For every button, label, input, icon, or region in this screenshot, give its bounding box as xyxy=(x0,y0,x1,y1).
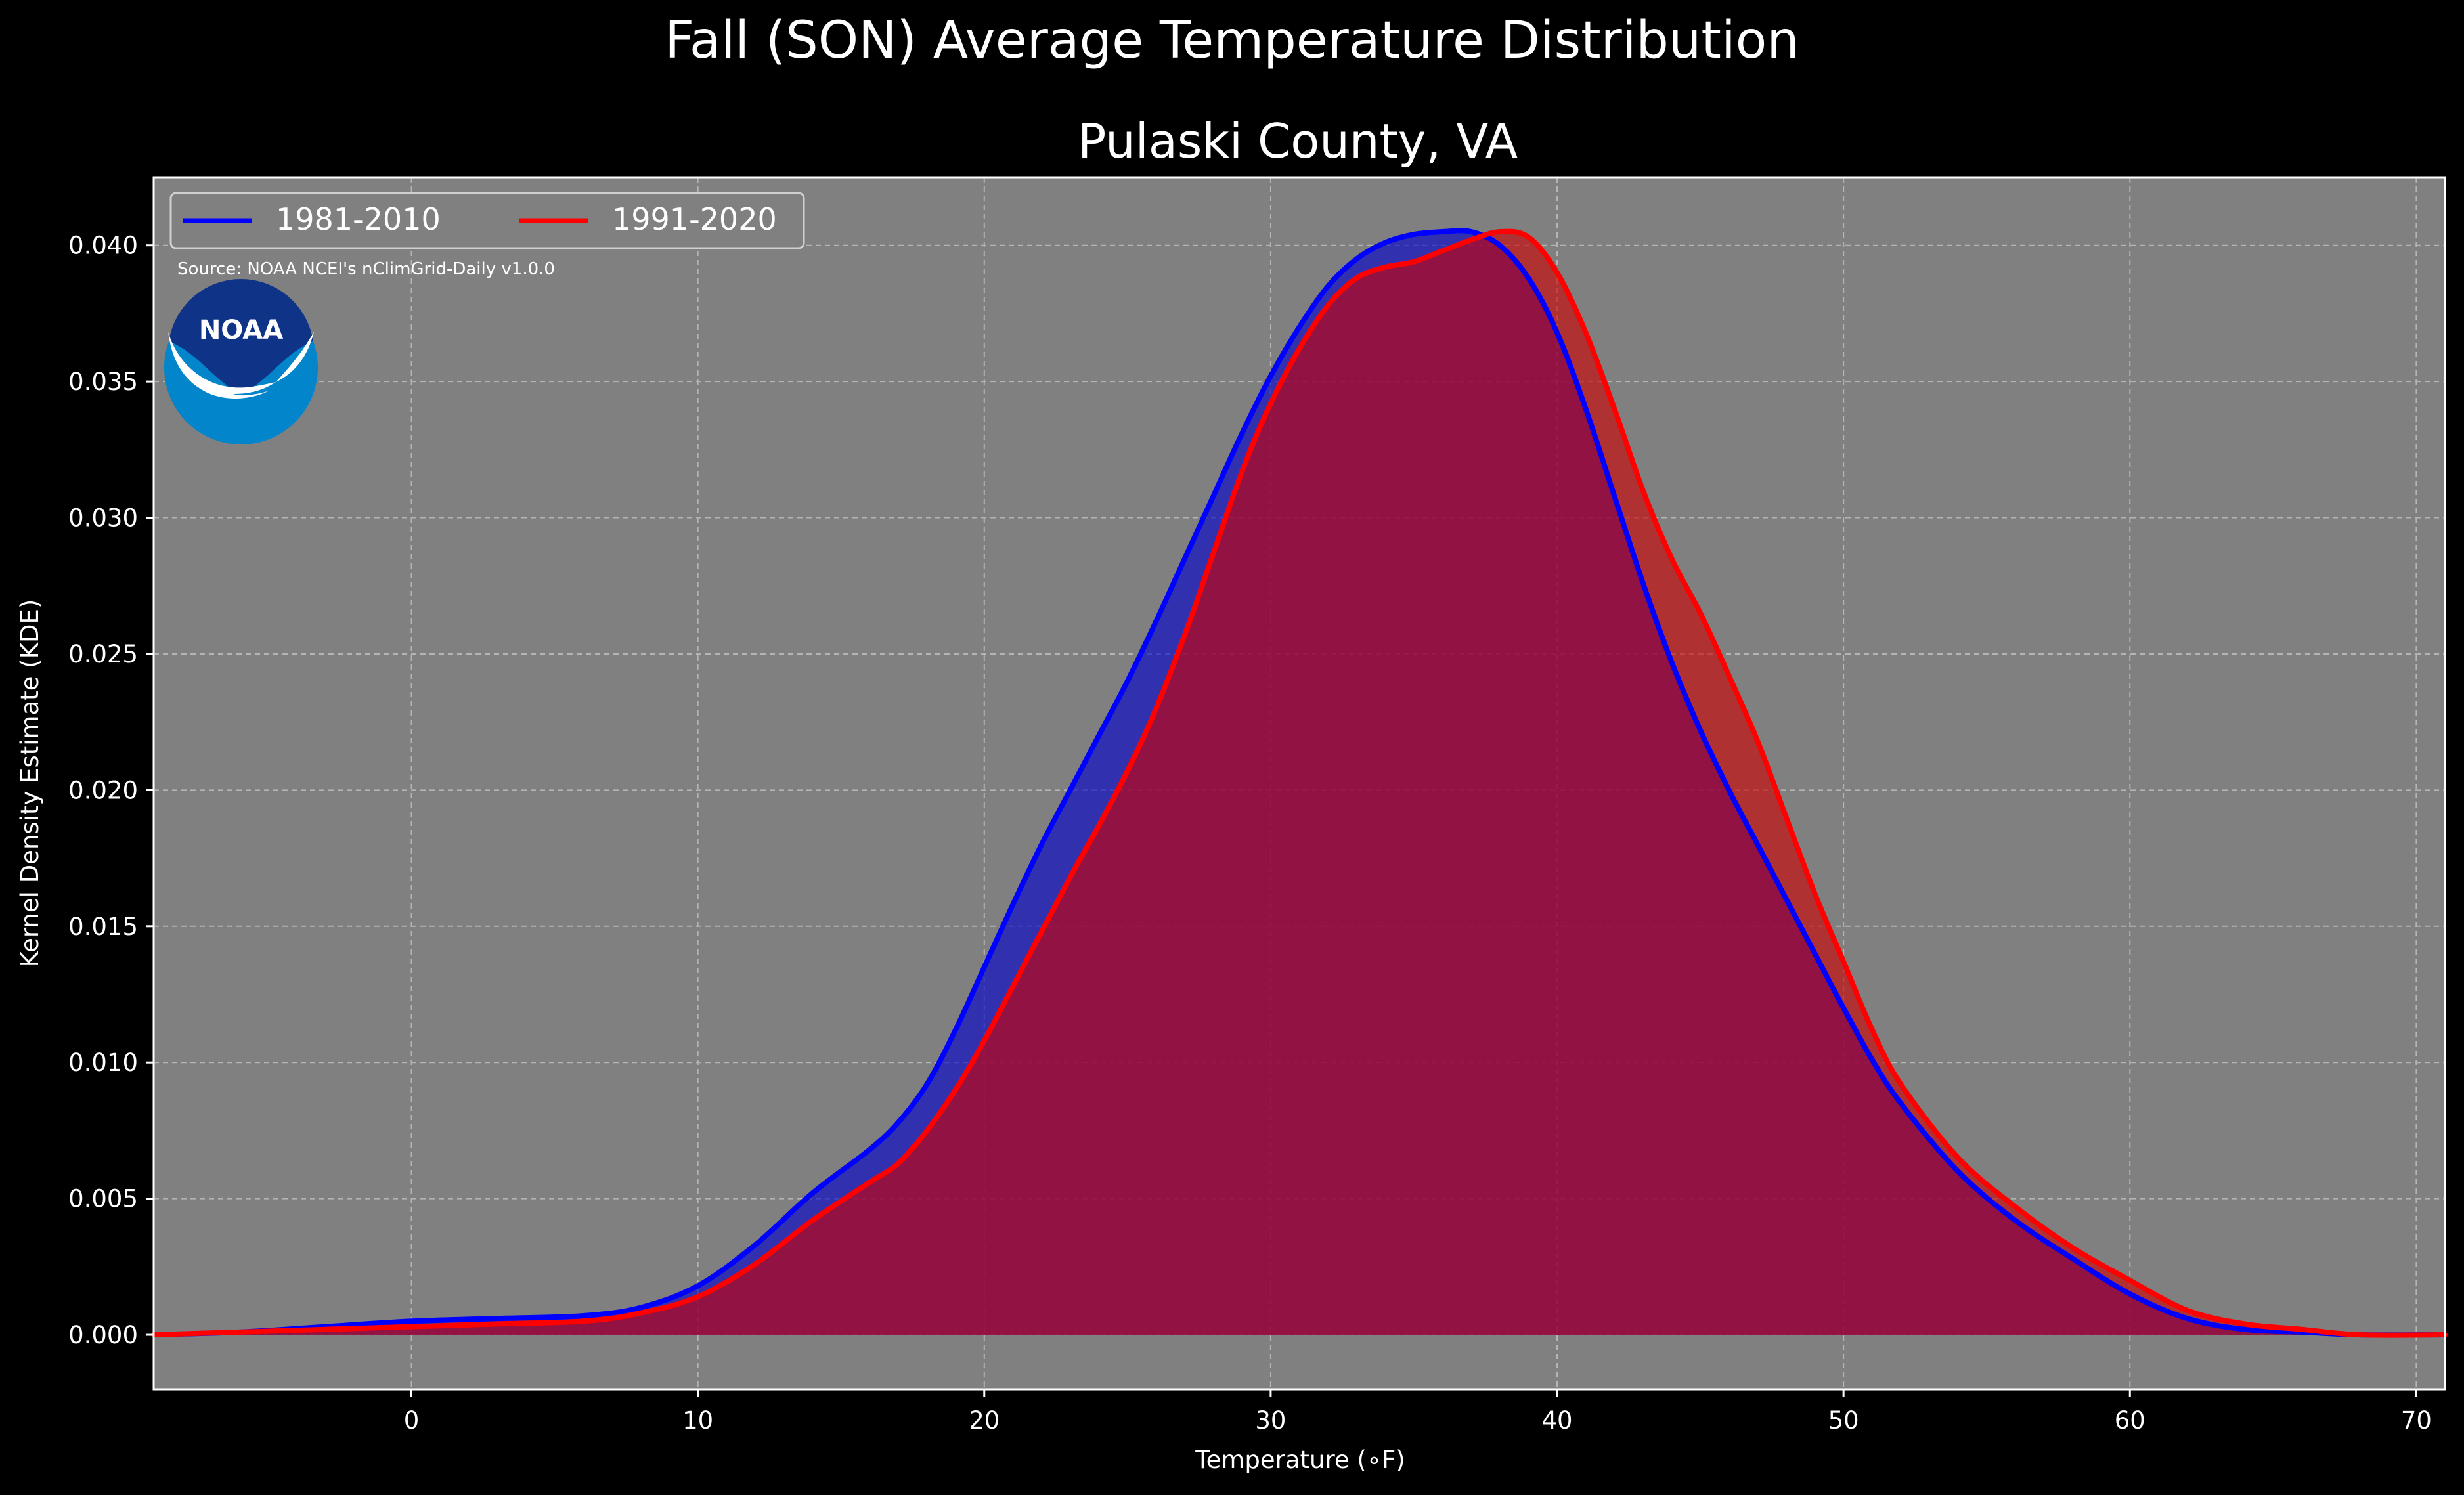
y-axis-ticks: 0.000 0.005 0.010 0.015 0.020 0.025 0.030 0.035… xyxy=(68,232,154,1349)
y-tick-label: 0.040 xyxy=(68,232,138,260)
y-tick-label: 0.015 xyxy=(68,913,138,941)
x-tick-label: 70 xyxy=(2401,1406,2432,1435)
source-note: Source: NOAA NCEI's nClimGrid-Daily v1.0… xyxy=(177,259,555,279)
y-tick-label: 0.005 xyxy=(68,1185,138,1213)
legend-label-1981-2010: 1981-2010 xyxy=(276,202,441,237)
x-tick-label: 50 xyxy=(1828,1406,1859,1435)
y-tick-label: 0.020 xyxy=(68,776,138,804)
noaa-logo-text: NOAA xyxy=(199,315,283,345)
x-tick-label: 60 xyxy=(2115,1406,2145,1435)
x-axis-label: Temperature (∘F) xyxy=(1195,1446,1405,1474)
legend-label-1991-2020: 1991-2020 xyxy=(612,202,777,237)
x-tick-label: 0 xyxy=(404,1406,420,1435)
x-tick-label: 40 xyxy=(1541,1406,1572,1435)
legend-box xyxy=(169,192,805,249)
x-tick-label: 20 xyxy=(969,1406,1000,1435)
y-tick-label: 0.030 xyxy=(68,504,138,532)
x-axis-ticks: 0 10 20 30 40 50 60 70 xyxy=(404,1389,2432,1435)
y-tick-label: 0.000 xyxy=(68,1321,138,1349)
y-tick-label: 0.010 xyxy=(68,1049,138,1077)
noaa-logo-sky xyxy=(169,278,313,394)
noaa-logo-gull xyxy=(168,332,276,399)
y-tick-label: 0.035 xyxy=(68,368,138,396)
chart-title: Pulaski County, VA xyxy=(1078,114,1518,169)
y-axis-label: Kernel Density Estimate (KDE) xyxy=(16,599,44,968)
legend: 1981-2010 1991-2020 xyxy=(169,192,805,249)
density-line-1981-2010 xyxy=(151,228,2448,1338)
x-tick-label: 30 xyxy=(1255,1406,1286,1435)
y-tick-label: 0.025 xyxy=(68,640,138,668)
noaa-logo: NOAA xyxy=(164,278,318,444)
x-tick-label: 10 xyxy=(682,1406,713,1435)
chart-suptitle: Fall (SON) Average Temperature Distribut… xyxy=(665,11,1799,70)
density-line-1991-2020 xyxy=(151,228,2448,1338)
density-lines xyxy=(151,228,2448,1338)
plot-frame xyxy=(152,176,2446,1391)
